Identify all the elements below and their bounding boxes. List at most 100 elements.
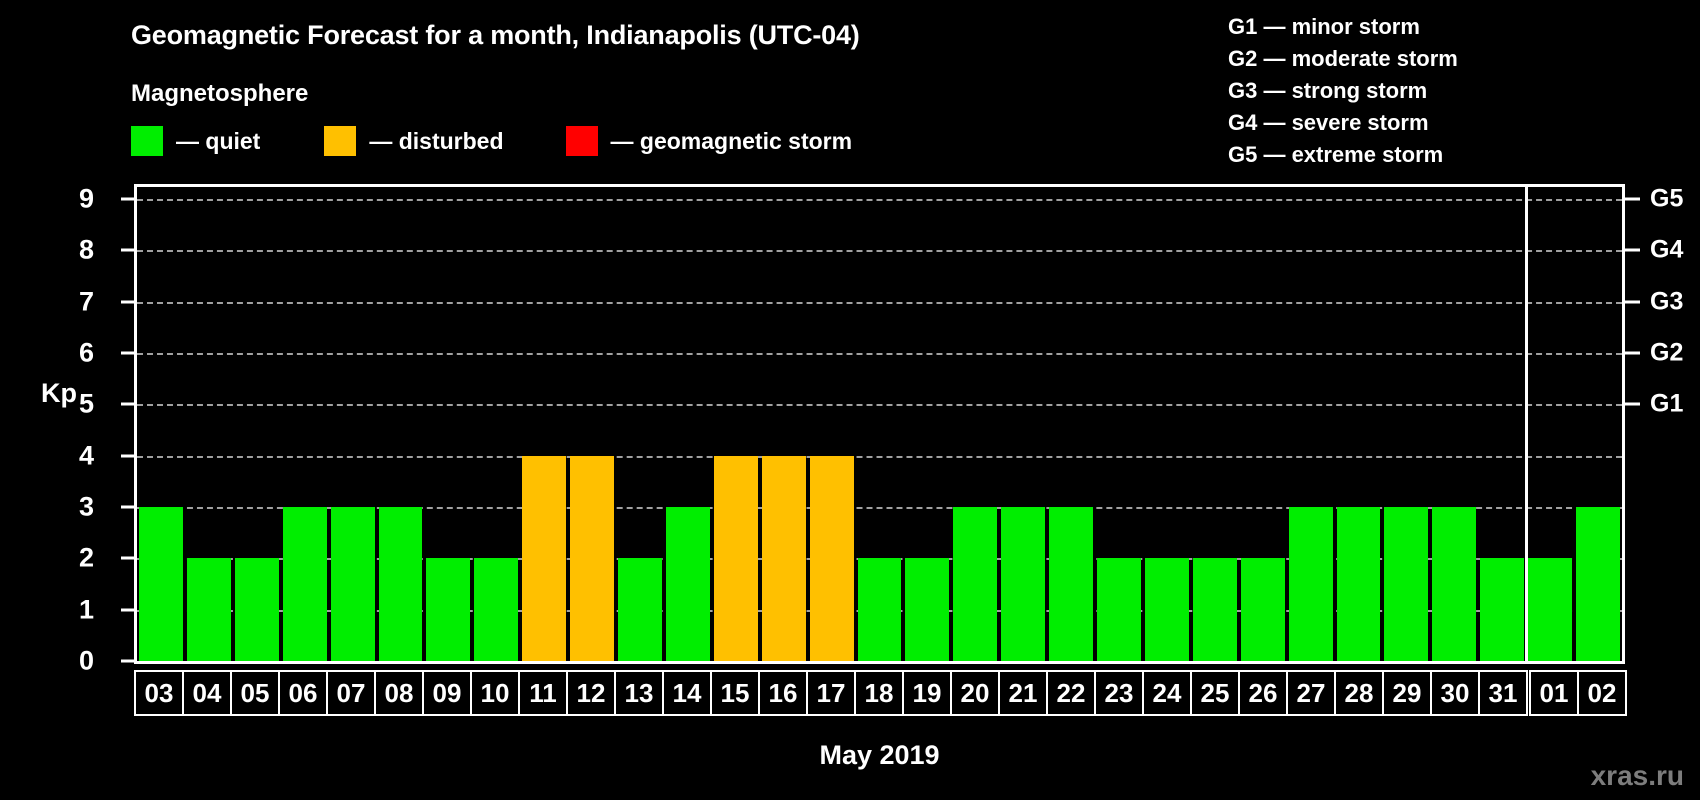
y-tick-mark-4 [121, 454, 136, 458]
y-tick-label-4: 4 [78, 440, 94, 471]
y-tick-label-3: 3 [78, 491, 94, 522]
gridline-kp-5 [137, 404, 1622, 407]
date-cell-10[interactable]: 10 [470, 670, 520, 716]
bar-day-08[interactable] [378, 507, 423, 661]
gridline-kp-9 [137, 199, 1622, 201]
y-tick-mark-0 [121, 659, 136, 663]
g-tick-label-g3: G3 [1650, 287, 1684, 316]
bar-day-10[interactable] [474, 558, 519, 661]
bar-day-12[interactable] [570, 455, 615, 661]
y-tick-label-9: 9 [78, 183, 94, 214]
date-cell-15[interactable]: 15 [710, 670, 760, 716]
date-cell-08[interactable]: 08 [374, 670, 424, 716]
date-cell-24[interactable]: 24 [1142, 670, 1192, 716]
magnetosphere-legend: — quiet — disturbed — geomagnetic storm [131, 126, 852, 156]
y-tick-mark-8 [121, 248, 136, 252]
g-tick-mark-g5 [1625, 197, 1640, 201]
date-cell-17[interactable]: 17 [806, 670, 856, 716]
bar-day-02[interactable] [1576, 507, 1620, 661]
y-tick-label-7: 7 [78, 286, 94, 317]
date-cell-11[interactable]: 11 [518, 670, 568, 716]
bars-layer [137, 187, 1622, 661]
date-axis: 03 04 05 06 07 08 09 10 11 12 13 14 15 16 17 18 19 20 21 22… [134, 670, 1627, 716]
date-cell-02[interactable]: 02 [1577, 670, 1627, 716]
date-cell-03[interactable]: 03 [134, 670, 184, 716]
date-cell-29[interactable]: 29 [1382, 670, 1432, 716]
gridline-kp-3 [137, 507, 1622, 509]
date-cell-16[interactable]: 16 [758, 670, 808, 716]
bar-day-29[interactable] [1384, 507, 1429, 661]
g-tick-label-g2: G2 [1650, 338, 1684, 367]
date-cell-12[interactable]: 12 [566, 670, 616, 716]
date-cell-30[interactable]: 30 [1430, 670, 1480, 716]
g-scale-line-g5: G5 — extreme storm [1228, 142, 1444, 167]
bar-day-31[interactable] [1480, 558, 1525, 661]
bar-day-06[interactable] [282, 507, 327, 661]
bar-day-30[interactable] [1432, 507, 1477, 661]
g-tick-mark-g1 [1625, 402, 1640, 406]
date-cell-14[interactable]: 14 [662, 670, 712, 716]
legend-label-disturbed: — disturbed [369, 127, 504, 154]
y-axis-title: Kp [41, 378, 77, 408]
date-cell-25[interactable]: 25 [1190, 670, 1240, 716]
bar-day-23[interactable] [1097, 558, 1141, 661]
bar-day-14[interactable] [665, 507, 710, 661]
y-tick-mark-6 [121, 351, 136, 355]
g-scale-line-g4: G4 — severe storm [1228, 110, 1429, 135]
bar-day-20[interactable] [953, 507, 998, 661]
bar-day-26[interactable] [1240, 558, 1285, 661]
bar-day-07[interactable] [330, 507, 375, 661]
bar-day-24[interactable] [1144, 558, 1189, 661]
date-cell-13[interactable]: 13 [614, 670, 664, 716]
gridline-kp-4 [137, 455, 1622, 458]
g-tick-mark-g3 [1625, 300, 1640, 304]
date-cell-26[interactable]: 26 [1238, 670, 1288, 716]
bar-day-15[interactable] [713, 455, 758, 661]
date-cell-28[interactable]: 28 [1334, 670, 1384, 716]
plot-area [134, 184, 1625, 664]
bar-day-21[interactable] [1001, 507, 1046, 661]
date-cell-06[interactable]: 06 [278, 670, 328, 716]
date-cell-01[interactable]: 01 [1529, 670, 1579, 716]
bar-day-17[interactable] [809, 455, 854, 661]
date-cell-21[interactable]: 21 [998, 670, 1048, 716]
date-cell-22[interactable]: 22 [1046, 670, 1096, 716]
x-axis-title-text: May 2019 [819, 740, 940, 770]
bar-day-03[interactable] [139, 507, 183, 661]
date-cell-20[interactable]: 20 [950, 670, 1000, 716]
bar-day-27[interactable] [1288, 507, 1333, 661]
y-tick-label-2: 2 [78, 542, 94, 573]
legend-label-quiet: — quiet [176, 127, 261, 154]
bar-day-11[interactable] [522, 455, 567, 661]
bar-day-22[interactable] [1049, 507, 1094, 661]
legend-heading: Magnetosphere [131, 80, 309, 107]
date-cell-07[interactable]: 07 [326, 670, 376, 716]
bar-day-13[interactable] [618, 558, 662, 661]
legend-item-quiet: — quiet [131, 126, 260, 156]
date-cell-31[interactable]: 31 [1478, 670, 1528, 716]
date-cell-09[interactable]: 09 [422, 670, 472, 716]
date-cell-19[interactable]: 19 [902, 670, 952, 716]
watermark: xras.ru [1590, 760, 1684, 791]
y-tick-mark-5 [121, 402, 136, 406]
date-cell-27[interactable]: 27 [1286, 670, 1336, 716]
y-tick-label-6: 6 [78, 337, 94, 368]
date-cell-04[interactable]: 04 [182, 670, 232, 716]
gridline-kp-8 [137, 250, 1622, 253]
date-cell-23[interactable]: 23 [1094, 670, 1144, 716]
page-title: Geomagnetic Forecast for a month, Indian… [131, 20, 860, 50]
bar-day-19[interactable] [905, 558, 950, 661]
bar-day-01[interactable] [1528, 558, 1573, 661]
bar-day-05[interactable] [234, 558, 279, 661]
bar-day-16[interactable] [761, 455, 806, 661]
bar-day-25[interactable] [1192, 558, 1237, 661]
g-scale-legend: G1 — minor storm G2 — moderate storm G3 … [1228, 11, 1458, 171]
date-cell-18[interactable]: 18 [854, 670, 904, 716]
bar-day-18[interactable] [857, 558, 902, 661]
date-cell-05[interactable]: 05 [230, 670, 280, 716]
g-scale-line-g2: G2 — moderate storm [1228, 46, 1458, 71]
bar-day-28[interactable] [1336, 507, 1381, 661]
bar-day-04[interactable] [186, 558, 231, 661]
bar-day-09[interactable] [426, 558, 471, 661]
y-tick-label-1: 1 [78, 594, 94, 625]
